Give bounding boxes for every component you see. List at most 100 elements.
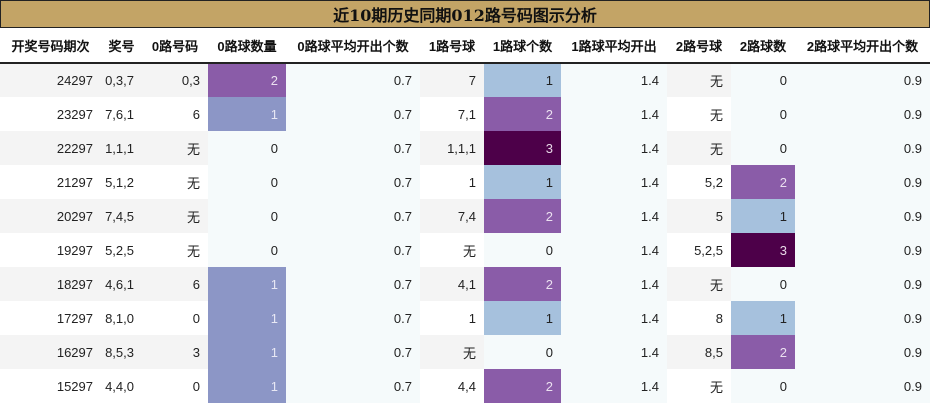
- route1-avg-cell: 1.4: [561, 369, 667, 403]
- table-body: 24297 0,3,7 0,3 2 0.7 7 1 1.4 无 0 0.9 23297 7,6,1 6 1 0…: [0, 63, 930, 403]
- route1-avg-cell: 1.4: [561, 63, 667, 97]
- route1-avg-cell: 1.4: [561, 335, 667, 369]
- route2-count-cell: 0: [731, 267, 795, 301]
- route2-count-cell: 0: [731, 131, 795, 165]
- route0-numbers-cell: 6: [142, 97, 208, 131]
- draw-cell: 5,1,2: [101, 165, 142, 199]
- route2-avg-cell: 0.9: [795, 97, 930, 131]
- col-header-route2-avg: 2路球平均开出个数: [795, 28, 930, 63]
- route0-avg-cell: 0.7: [286, 301, 420, 335]
- header-row: 开奖号码期次 奖号 0路号码 0路球数量 0路球平均开出个数 1路号球 1路球个…: [0, 28, 930, 63]
- draw-cell: 8,5,3: [101, 335, 142, 369]
- table-row: 20297 7,4,5 无 0 0.7 7,4 2 1.4 5 1 0.9: [0, 199, 930, 233]
- draw-cell: 4,4,0: [101, 369, 142, 403]
- route2-avg-cell: 0.9: [795, 335, 930, 369]
- route2-count-cell: 2: [731, 335, 795, 369]
- route2-numbers-cell: 无: [667, 131, 731, 165]
- table-row: 18297 4,6,1 6 1 0.7 4,1 2 1.4 无 0 0.9: [0, 267, 930, 301]
- route2-numbers-cell: 5,2,5: [667, 233, 731, 267]
- issue-cell: 19297: [0, 233, 101, 267]
- col-header-route1-count: 1路球个数: [484, 28, 561, 63]
- route1-count-cell: 0: [484, 335, 561, 369]
- draw-cell: 8,1,0: [101, 301, 142, 335]
- route1-avg-cell: 1.4: [561, 267, 667, 301]
- route1-avg-cell: 1.4: [561, 301, 667, 335]
- route1-count-cell: 1: [484, 301, 561, 335]
- route1-count-cell: 2: [484, 267, 561, 301]
- route2-avg-cell: 0.9: [795, 63, 930, 97]
- route1-numbers-cell: 7,1: [420, 97, 484, 131]
- route0-count-cell: 1: [208, 369, 286, 403]
- route0-avg-cell: 0.7: [286, 165, 420, 199]
- table-row: 15297 4,4,0 0 1 0.7 4,4 2 1.4 无 0 0.9: [0, 369, 930, 403]
- issue-cell: 18297: [0, 267, 101, 301]
- route0-avg-cell: 0.7: [286, 97, 420, 131]
- col-header-route2-numbers: 2路号球: [667, 28, 731, 63]
- route0-avg-cell: 0.7: [286, 199, 420, 233]
- issue-cell: 21297: [0, 165, 101, 199]
- route2-count-cell: 0: [731, 63, 795, 97]
- table-row: 23297 7,6,1 6 1 0.7 7,1 2 1.4 无 0 0.9: [0, 97, 930, 131]
- route2-avg-cell: 0.9: [795, 165, 930, 199]
- issue-cell: 16297: [0, 335, 101, 369]
- table-row: 19297 5,2,5 无 0 0.7 无 0 1.4 5,2,5 3 0.9: [0, 233, 930, 267]
- route2-numbers-cell: 无: [667, 63, 731, 97]
- route2-avg-cell: 0.9: [795, 233, 930, 267]
- route0-numbers-cell: 0: [142, 369, 208, 403]
- issue-cell: 20297: [0, 199, 101, 233]
- route1-count-cell: 3: [484, 131, 561, 165]
- col-header-route1-avg: 1路球平均开出: [561, 28, 667, 63]
- route1-count-cell: 2: [484, 97, 561, 131]
- route2-numbers-cell: 5,2: [667, 165, 731, 199]
- route0-count-cell: 0: [208, 199, 286, 233]
- route2-avg-cell: 0.9: [795, 131, 930, 165]
- col-header-route2-count: 2路球数: [731, 28, 795, 63]
- route0-numbers-cell: 无: [142, 131, 208, 165]
- issue-cell: 17297: [0, 301, 101, 335]
- route1-numbers-cell: 7,4: [420, 199, 484, 233]
- table-row: 22297 1,1,1 无 0 0.7 1,1,1 3 1.4 无 0 0.9: [0, 131, 930, 165]
- route0-numbers-cell: 无: [142, 199, 208, 233]
- route2-numbers-cell: 8,5: [667, 335, 731, 369]
- route1-count-cell: 2: [484, 369, 561, 403]
- route0-avg-cell: 0.7: [286, 63, 420, 97]
- route1-numbers-cell: 无: [420, 233, 484, 267]
- route1-avg-cell: 1.4: [561, 233, 667, 267]
- route2-count-cell: 2: [731, 165, 795, 199]
- route0-numbers-cell: 6: [142, 267, 208, 301]
- route2-numbers-cell: 无: [667, 369, 731, 403]
- route0-numbers-cell: 0,3: [142, 63, 208, 97]
- col-header-route0-count: 0路球数量: [208, 28, 286, 63]
- route0-count-cell: 2: [208, 63, 286, 97]
- route1-avg-cell: 1.4: [561, 199, 667, 233]
- route1-numbers-cell: 4,4: [420, 369, 484, 403]
- route1-avg-cell: 1.4: [561, 131, 667, 165]
- route0-count-cell: 0: [208, 131, 286, 165]
- route2-count-cell: 3: [731, 233, 795, 267]
- col-header-draw: 奖号: [101, 28, 142, 63]
- table-row: 16297 8,5,3 3 1 0.7 无 0 1.4 8,5 2 0.9: [0, 335, 930, 369]
- route0-numbers-cell: 无: [142, 165, 208, 199]
- route1-avg-cell: 1.4: [561, 165, 667, 199]
- route0-numbers-cell: 无: [142, 233, 208, 267]
- route2-avg-cell: 0.9: [795, 369, 930, 403]
- route0-count-cell: 0: [208, 233, 286, 267]
- draw-cell: 1,1,1: [101, 131, 142, 165]
- route1-numbers-cell: 1,1,1: [420, 131, 484, 165]
- table-row: 17297 8,1,0 0 1 0.7 1 1 1.4 8 1 0.9: [0, 301, 930, 335]
- route0-avg-cell: 0.7: [286, 131, 420, 165]
- route0-avg-cell: 0.7: [286, 369, 420, 403]
- route1-numbers-cell: 无: [420, 335, 484, 369]
- route1-count-cell: 1: [484, 63, 561, 97]
- route0-count-cell: 1: [208, 267, 286, 301]
- issue-cell: 22297: [0, 131, 101, 165]
- route1-numbers-cell: 4,1: [420, 267, 484, 301]
- table-row: 24297 0,3,7 0,3 2 0.7 7 1 1.4 无 0 0.9: [0, 63, 930, 97]
- table-title: 近10期历史同期012路号码图示分析: [0, 0, 930, 28]
- draw-cell: 7,4,5: [101, 199, 142, 233]
- route1-numbers-cell: 1: [420, 165, 484, 199]
- route2-numbers-cell: 5: [667, 199, 731, 233]
- route1-avg-cell: 1.4: [561, 97, 667, 131]
- route2-avg-cell: 0.9: [795, 199, 930, 233]
- draw-cell: 7,6,1: [101, 97, 142, 131]
